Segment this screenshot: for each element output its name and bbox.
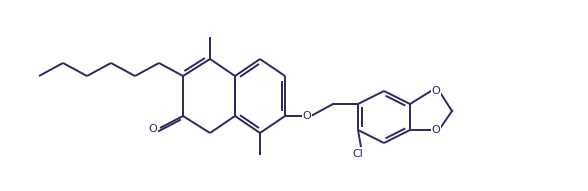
- Text: O: O: [432, 125, 440, 135]
- Text: Cl: Cl: [353, 149, 363, 159]
- Text: O: O: [149, 124, 158, 134]
- Text: O: O: [432, 86, 440, 96]
- Text: O: O: [303, 111, 312, 121]
